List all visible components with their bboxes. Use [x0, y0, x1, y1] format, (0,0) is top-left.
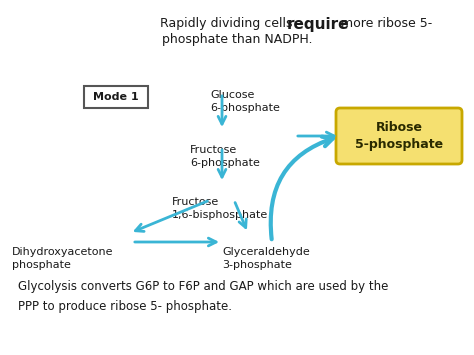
- Text: Fructose
6-phosphate: Fructose 6-phosphate: [190, 145, 260, 168]
- Text: Rapidly dividing cells: Rapidly dividing cells: [160, 17, 297, 30]
- Text: more ribose 5-: more ribose 5-: [337, 17, 432, 30]
- Text: require: require: [287, 17, 349, 32]
- Text: Dihydroxyacetone
phosphate: Dihydroxyacetone phosphate: [12, 247, 113, 270]
- FancyBboxPatch shape: [336, 108, 462, 164]
- Text: Glycolysis converts G6P to F6P and GAP which are used by the: Glycolysis converts G6P to F6P and GAP w…: [18, 280, 388, 293]
- Text: Glyceraldehyde
3-phosphate: Glyceraldehyde 3-phosphate: [222, 247, 310, 270]
- Text: Ribose
5-phosphate: Ribose 5-phosphate: [355, 121, 443, 151]
- Text: PPP to produce ribose 5- phosphate.: PPP to produce ribose 5- phosphate.: [18, 300, 232, 313]
- FancyBboxPatch shape: [84, 86, 148, 108]
- Text: phosphate than NADPH.: phosphate than NADPH.: [162, 33, 312, 46]
- Text: Fructose
1,6-bisphosphate: Fructose 1,6-bisphosphate: [172, 197, 268, 220]
- Text: Glucose
6-phosphate: Glucose 6-phosphate: [210, 90, 280, 113]
- Text: Mode 1: Mode 1: [93, 92, 139, 102]
